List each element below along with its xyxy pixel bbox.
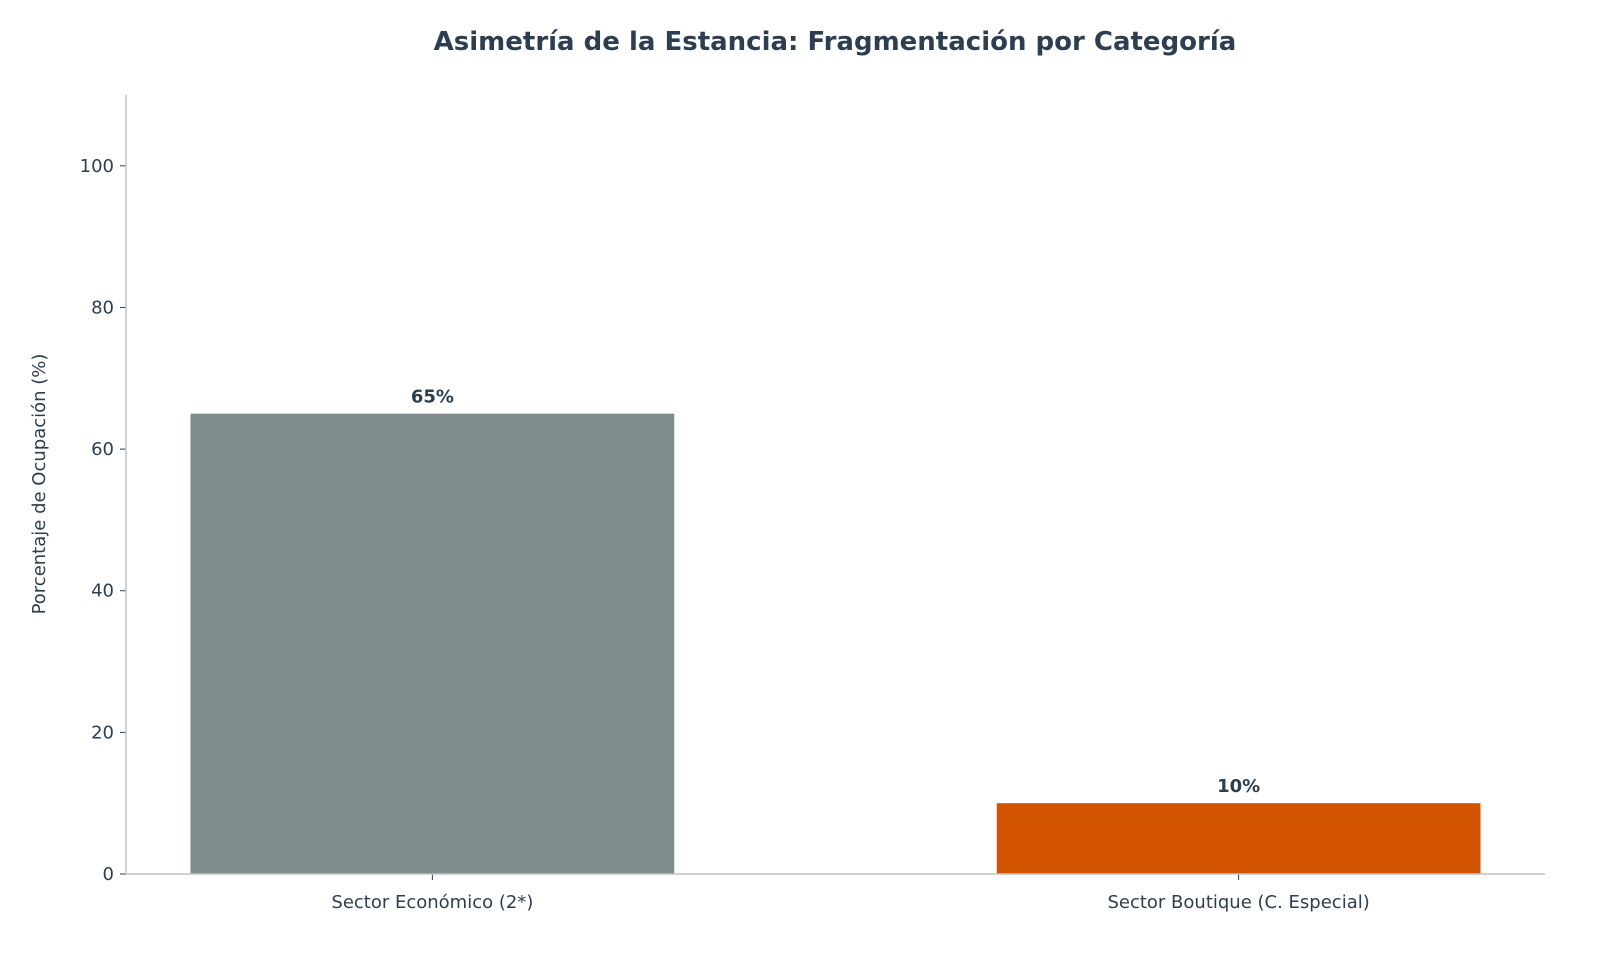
y-axis-label: Porcentaje de Ocupación (%) xyxy=(29,354,50,615)
data-label: 10% xyxy=(1217,776,1260,797)
y-tick-label: 40 xyxy=(91,581,114,602)
bar xyxy=(190,413,675,874)
x-tick-label: Sector Boutique (C. Especial) xyxy=(1107,892,1369,913)
chart-title: Asimetría de la Estancia: Fragmentación … xyxy=(434,27,1237,57)
bar xyxy=(996,803,1481,874)
y-tick-label: 80 xyxy=(91,297,114,318)
x-tick-label: Sector Económico (2*) xyxy=(331,892,533,913)
y-tick-label: 0 xyxy=(103,864,114,885)
y-tick-label: 100 xyxy=(80,156,114,177)
data-label: 65% xyxy=(411,387,454,408)
y-tick-label: 60 xyxy=(91,439,114,460)
y-tick-label: 20 xyxy=(91,722,114,743)
